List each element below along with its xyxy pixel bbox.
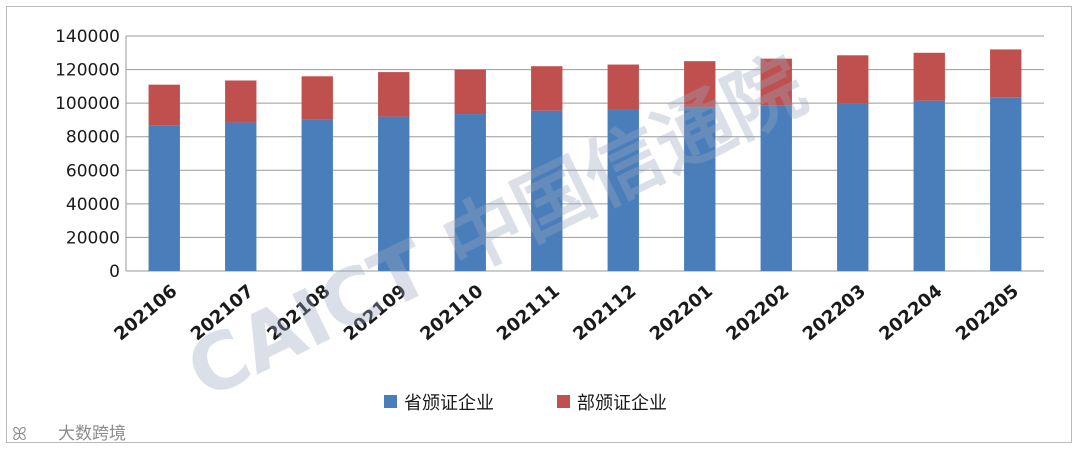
- y-tick-label: 0: [109, 262, 120, 282]
- bar-ministerial: [990, 49, 1022, 98]
- bar-ministerial: [684, 61, 716, 108]
- bar-ministerial: [454, 69, 486, 115]
- y-tick-label: 20000: [66, 228, 120, 248]
- bar-provincial: [225, 122, 257, 271]
- bar-provincial: [913, 100, 945, 271]
- source-watermark-text: 大数跨境: [58, 424, 126, 444]
- bar-ministerial: [378, 72, 410, 117]
- y-tick-label: 120000: [55, 61, 120, 81]
- y-tick-label: 80000: [66, 128, 120, 148]
- source-watermark: ꕤ 大数跨境: [12, 424, 126, 445]
- x-tick-label: 202204: [875, 281, 946, 345]
- legend-swatch-provincial: [384, 395, 397, 408]
- weibo-icon: ꕤ: [12, 424, 27, 445]
- watermark-text: CAICT 中国信通院: [174, 41, 819, 417]
- bar-ministerial: [913, 52, 945, 101]
- bar-ministerial: [148, 84, 180, 126]
- gridlines: [126, 35, 1044, 272]
- bar-ministerial: [301, 76, 333, 120]
- x-tick-label: 202111: [493, 281, 564, 345]
- y-axis: 0 20000 40000 60000 80000 100000 120000 140000: [55, 27, 127, 282]
- y-tick-label: 100000: [55, 94, 120, 114]
- x-tick-label: 202201: [646, 281, 717, 345]
- y-tick-label: 140000: [55, 27, 120, 47]
- bar-ministerial: [225, 80, 257, 123]
- y-tick-label: 60000: [66, 161, 120, 181]
- bar-provincial: [531, 110, 563, 271]
- bar-provincial: [148, 125, 180, 271]
- bar-provincial: [607, 109, 639, 272]
- bar-provincial: [378, 116, 410, 271]
- watermark: CAICT 中国信通院: [174, 41, 819, 417]
- bar-ministerial: [760, 58, 792, 106]
- bar-provincial: [760, 105, 792, 272]
- bar-ministerial: [531, 66, 563, 111]
- bar-provincial: [837, 103, 869, 272]
- bars: [148, 49, 1022, 272]
- y-tick-label: 40000: [66, 195, 120, 215]
- bar-provincial: [990, 97, 1022, 272]
- legend: 省颁证企业 部颁证企业: [384, 393, 667, 414]
- x-tick-label: 202112: [569, 281, 640, 345]
- legend-label-ministerial: 部颁证企业: [577, 393, 667, 414]
- bar-provincial: [301, 119, 333, 271]
- legend-label-provincial: 省颁证企业: [404, 393, 494, 414]
- legend-swatch-ministerial: [557, 395, 570, 408]
- x-tick-label: 202203: [799, 281, 870, 345]
- x-tick-label: 202106: [110, 281, 181, 345]
- bar-provincial: [684, 107, 716, 271]
- x-tick-label: 202202: [722, 281, 793, 345]
- x-tick-label: 202205: [952, 281, 1023, 345]
- bar-ministerial: [607, 64, 639, 110]
- bar-provincial: [454, 114, 486, 271]
- bar-ministerial: [837, 55, 869, 104]
